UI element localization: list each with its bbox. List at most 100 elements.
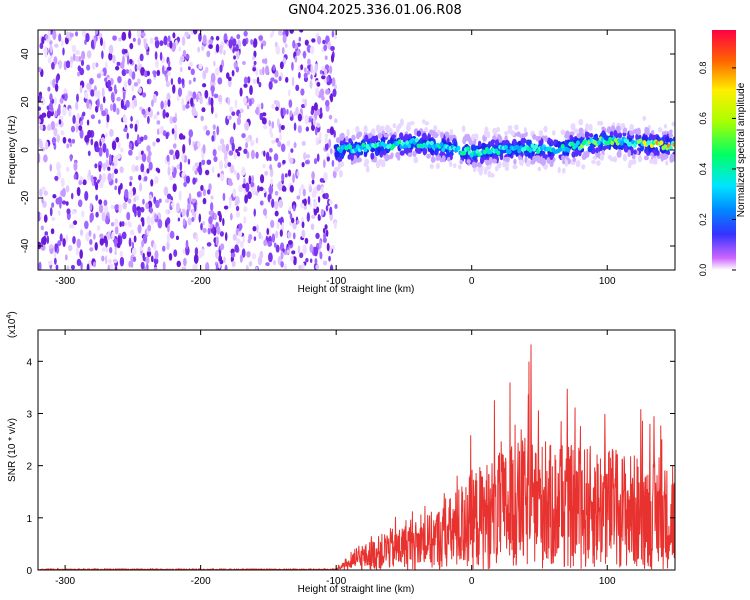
noise-cell	[114, 185, 117, 191]
signal-cell	[648, 146, 652, 153]
signal-cell	[397, 123, 402, 130]
noise-cell	[257, 256, 263, 266]
noise-cell	[279, 61, 284, 70]
noise-cell	[72, 53, 76, 62]
signal-cell	[619, 123, 625, 130]
noise-cell	[119, 166, 124, 174]
signal-cell	[424, 121, 430, 126]
signal-core-cell	[403, 143, 408, 149]
noise-cell	[167, 71, 171, 77]
noise-cell	[65, 201, 69, 206]
noise-cell	[78, 125, 83, 131]
noise-cell	[79, 128, 84, 139]
noise-cell	[267, 240, 273, 247]
signal-cell	[591, 159, 597, 165]
noise-cell	[175, 235, 179, 241]
noise-cell	[197, 166, 200, 173]
noise-cell	[57, 240, 62, 247]
noise-cell	[277, 141, 282, 148]
signal-cell	[364, 158, 370, 166]
noise-cell	[41, 96, 46, 106]
noise-cell	[256, 76, 260, 85]
noise-cell	[304, 39, 309, 46]
snr-frame	[37, 329, 676, 571]
noise-cell	[49, 163, 53, 172]
signal-core-cell	[570, 141, 575, 147]
noise-cell	[204, 125, 208, 131]
noise-cell	[100, 37, 103, 47]
noise-cell	[212, 124, 216, 130]
signal-core-cell	[407, 143, 412, 149]
signal-cell	[383, 133, 390, 138]
signal-cell	[631, 154, 636, 160]
noise-cell	[211, 105, 214, 115]
noise-cell	[121, 69, 127, 77]
signal-cell	[334, 166, 340, 173]
noise-cell	[41, 186, 46, 192]
noise-cell	[192, 165, 197, 172]
noise-cell	[155, 59, 159, 69]
noise-cell	[301, 230, 305, 238]
noise-cell	[117, 234, 121, 245]
noise-cell	[110, 204, 115, 210]
noise-cell	[273, 79, 278, 84]
signal-cell	[345, 135, 349, 142]
noise-cell	[324, 192, 329, 200]
noise-cell	[202, 188, 207, 197]
noise-cell	[157, 168, 161, 174]
signal-cell	[380, 159, 386, 164]
noise-cell	[227, 76, 232, 82]
noise-cell	[47, 86, 51, 92]
noise-cell	[49, 93, 53, 102]
noise-cell	[324, 224, 328, 230]
noise-cell	[70, 264, 75, 270]
noise-cell	[314, 127, 318, 136]
noise-cell	[103, 235, 108, 244]
noise-cell	[273, 242, 277, 248]
signal-cell	[422, 148, 427, 156]
noise-cell	[208, 216, 213, 225]
noise-cell	[149, 37, 154, 44]
noise-cell	[239, 254, 243, 263]
noise-cell	[324, 64, 330, 70]
noise-cell	[259, 174, 265, 184]
noise-cell	[187, 158, 191, 165]
noise-cell	[169, 40, 173, 49]
noise-cell	[207, 227, 211, 235]
noise-cell	[321, 66, 325, 72]
noise-cell	[146, 215, 151, 225]
snr-panel: -300 -200 -100 0 100 0 1 2 3 4 Height of straigh…	[6, 311, 676, 595]
noise-cell	[84, 190, 89, 201]
noise-cell	[280, 260, 284, 268]
spectrogram-x-axis: -300 -200 -100 0 100	[55, 30, 616, 287]
noise-cell	[215, 35, 220, 41]
noise-cell	[202, 34, 207, 45]
noise-cell	[239, 108, 244, 114]
colorbar-ticks: 0.0 0.2 0.4 0.6 0.8	[698, 62, 736, 276]
noise-cell	[152, 70, 157, 75]
x-tick-label: -200	[191, 276, 211, 287]
signal-core-cell	[397, 139, 402, 145]
noise-cell	[38, 66, 42, 73]
noise-cell	[152, 141, 156, 147]
x-tick-label: 100	[599, 576, 616, 587]
noise-cell	[234, 98, 238, 109]
colorbar-label: Normalized spectral amplitude	[736, 82, 747, 217]
signal-cell	[642, 115, 647, 121]
noise-cell	[198, 250, 203, 259]
noise-cell	[328, 255, 331, 262]
noise-cell	[285, 30, 289, 37]
noise-cell	[325, 88, 330, 95]
noise-cell	[71, 44, 77, 53]
noise-cell	[302, 50, 307, 59]
noise-cell	[133, 97, 137, 107]
noise-cell	[235, 148, 239, 154]
noise-cell	[273, 153, 279, 162]
signal-cell	[635, 133, 639, 141]
noise-cell	[328, 114, 333, 120]
noise-cell	[123, 116, 128, 124]
noise-cell	[271, 198, 275, 209]
noise-cell	[309, 80, 313, 89]
noise-cell	[220, 243, 225, 251]
noise-cell	[129, 58, 133, 65]
